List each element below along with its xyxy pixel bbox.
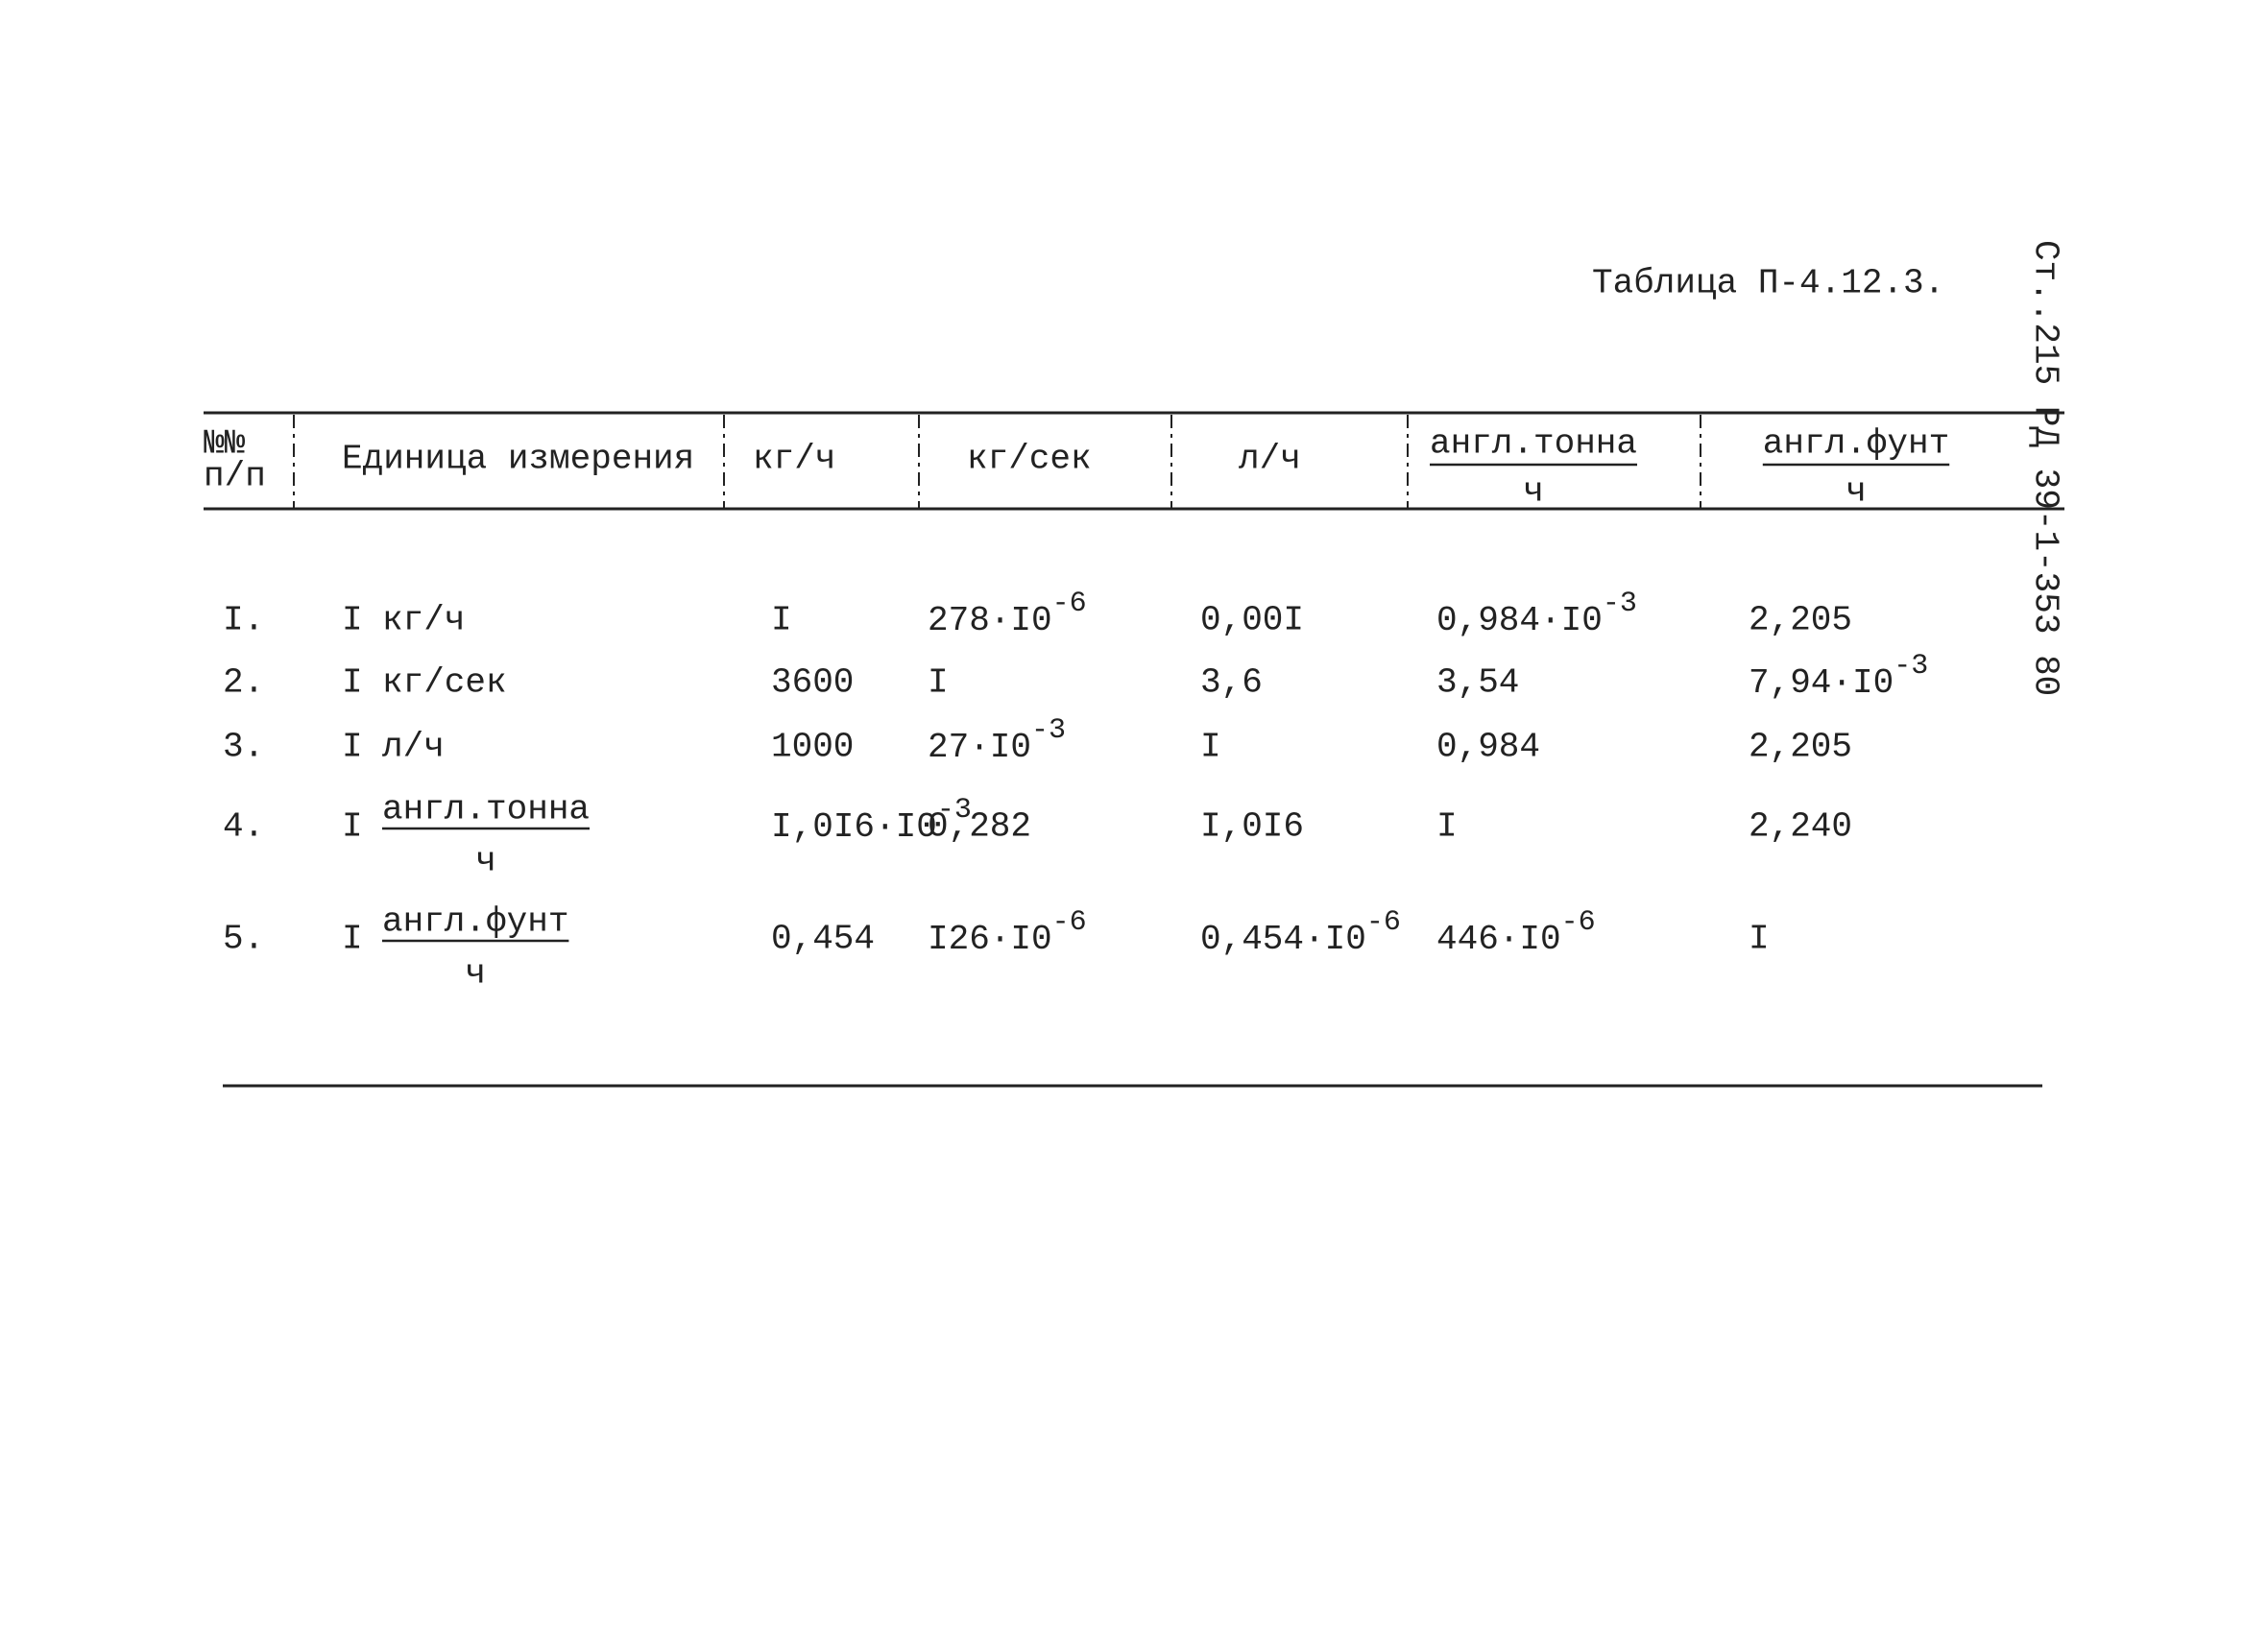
- cell: 0,00I: [1200, 601, 1304, 640]
- header-denominator: ч: [1846, 472, 1867, 512]
- header-numerator: англ.тонна: [1430, 424, 1637, 464]
- cell: I: [1749, 920, 1770, 959]
- header-label: л/ч: [1239, 440, 1301, 479]
- column-separators: [293, 415, 1701, 509]
- header-denominator: ч: [1523, 472, 1544, 512]
- cell-base: I26·I0: [928, 920, 1052, 959]
- cell: 2,240: [1749, 807, 1852, 847]
- table-title: Таблица П-4.12.3.: [1592, 264, 1944, 303]
- header-label: кг/ч: [753, 440, 835, 479]
- cell-exponent: -6: [1366, 906, 1401, 939]
- cell: 4.: [223, 807, 264, 847]
- unit-text: кг/сек: [382, 663, 507, 703]
- unit-denominator: ч: [475, 842, 496, 881]
- cell: I: [771, 601, 792, 640]
- cell: 2.: [223, 663, 264, 703]
- cell-base: 0,984·I0: [1436, 601, 1603, 640]
- cell: I,0I6: [1200, 807, 1304, 847]
- unit-numerator: англ.тонна: [382, 790, 590, 829]
- cell-exponent: -6: [1052, 588, 1087, 620]
- cell-base: I,0I6·I0: [771, 807, 937, 847]
- cell: 5.: [223, 920, 264, 959]
- unit-prefix: I: [342, 601, 363, 640]
- cell: I,0I6·I0-3: [771, 794, 972, 847]
- cell-exponent: -3: [1031, 714, 1066, 747]
- cell: 2,205: [1749, 728, 1852, 767]
- unit-prefix: I: [342, 728, 363, 767]
- cell: I.: [223, 601, 264, 640]
- unit-prefix: I: [342, 920, 363, 959]
- cell: I: [1200, 728, 1221, 767]
- header-label: №№: [204, 424, 246, 464]
- unit-text: л/ч: [382, 728, 445, 767]
- cell-base: 446·I0: [1436, 920, 1561, 959]
- header-numerator: англ.фунт: [1763, 424, 1949, 464]
- cell-base: 27·I0: [928, 728, 1031, 767]
- side-note: Ст..215 РД 39-1-353 80: [2025, 240, 2064, 696]
- cell: 446·I0-6: [1436, 906, 1596, 959]
- cell-exponent: -6: [1561, 906, 1596, 939]
- cell: 2,205: [1749, 601, 1852, 640]
- cell-exponent: -3: [1603, 588, 1637, 620]
- header-label: п/п: [204, 457, 266, 496]
- cell: 0,454: [771, 920, 875, 959]
- header-label: Единица измерения: [342, 440, 694, 479]
- unit-prefix: I: [342, 663, 363, 703]
- cell-exponent: -3: [1894, 650, 1928, 683]
- cell: 3600: [771, 663, 854, 703]
- cell: 278·I0-6: [928, 588, 1087, 640]
- unit-prefix: I: [342, 807, 363, 847]
- cell: 3.: [223, 728, 264, 767]
- unit-numerator: англ.фунт: [382, 902, 568, 942]
- unit-denominator: ч: [465, 954, 486, 994]
- cell: 0,454·I0-6: [1200, 906, 1401, 959]
- cell: I: [1436, 807, 1458, 847]
- cell: 3,6: [1200, 663, 1263, 703]
- unit-text: кг/ч: [382, 601, 465, 640]
- cell: I26·I0-6: [928, 906, 1087, 959]
- cell: I: [928, 663, 949, 703]
- cell: 7,94·I0-3: [1749, 650, 1928, 703]
- cell: 0,984: [1436, 728, 1540, 767]
- cell-base: 278·I0: [928, 601, 1052, 640]
- cell-base: 7,94·I0: [1749, 663, 1894, 703]
- cell: 0,282: [928, 807, 1031, 847]
- cell-exponent: -3: [937, 794, 972, 827]
- cell: 1000: [771, 728, 854, 767]
- cell-exponent: -6: [1052, 906, 1087, 939]
- cell: 0,984·I0-3: [1436, 588, 1637, 640]
- header-label: кг/сек: [967, 440, 1092, 479]
- cell: 27·I0-3: [928, 714, 1066, 767]
- cell-base: 0,454·I0: [1200, 920, 1366, 959]
- cell: 3,54: [1436, 663, 1519, 703]
